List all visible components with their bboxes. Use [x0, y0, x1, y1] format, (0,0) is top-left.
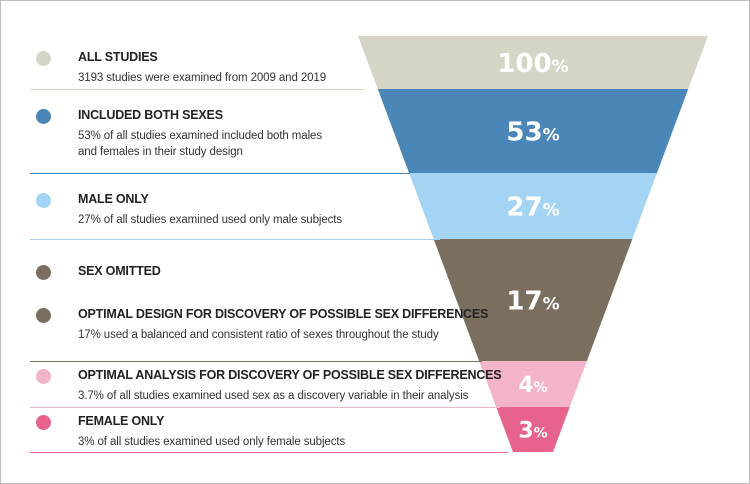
percent-label-both-sexes: 53% — [506, 117, 559, 147]
item-title: FEMALE ONLY — [78, 414, 165, 428]
item-title: SEX OMITTED — [78, 264, 161, 278]
dot-icon — [36, 415, 51, 430]
divider — [30, 239, 440, 240]
funnel-band-sex-omitted — [433, 239, 633, 361]
percent-label-female-only: 3% — [518, 418, 547, 443]
funnel-band-both-sexes — [377, 89, 689, 173]
dot-icon — [36, 109, 51, 124]
item-description: 3.7% of all studies examined used sex as… — [78, 390, 469, 402]
divider — [30, 173, 410, 174]
item-description: 3% of all studies examined used only fem… — [78, 436, 346, 448]
divider — [30, 361, 482, 362]
item-title: OPTIMAL DESIGN FOR DISCOVERY OF POSSIBLE… — [78, 307, 489, 321]
percent-label-all-studies: 100% — [497, 49, 568, 79]
percent-label-sex-omitted: 17% — [506, 286, 559, 316]
funnel-band-optimal-analysis — [479, 361, 587, 407]
item-description: 3193 studies were examined from 2009 and… — [78, 72, 327, 84]
funnel-band-female-only — [496, 407, 570, 452]
percent-label-male-only: 27% — [506, 192, 559, 222]
dot-icon — [36, 369, 51, 384]
dot-icon — [36, 51, 51, 66]
dot-icon — [36, 308, 51, 323]
item-description: 27% of all studies examined used only ma… — [78, 214, 343, 226]
item-description: 53% of all studies examined included bot… — [78, 130, 322, 158]
divider — [30, 89, 364, 90]
funnel-band-male-only — [409, 173, 657, 239]
percent-label-optimal-analysis: 4% — [518, 373, 547, 398]
divider — [30, 452, 508, 453]
dot-icon — [36, 193, 51, 208]
item-title: OPTIMAL ANALYSIS FOR DISCOVERY OF POSSIB… — [78, 368, 502, 382]
dot-icon — [36, 265, 51, 280]
item-title: ALL STUDIES — [78, 50, 158, 64]
divider — [30, 407, 500, 408]
item-title: MALE ONLY — [78, 192, 149, 206]
funnel-band-all-studies — [358, 36, 708, 89]
item-title: INCLUDED BOTH SEXES — [78, 108, 223, 122]
item-description: 17% used a balanced and consistent ratio… — [78, 329, 439, 341]
